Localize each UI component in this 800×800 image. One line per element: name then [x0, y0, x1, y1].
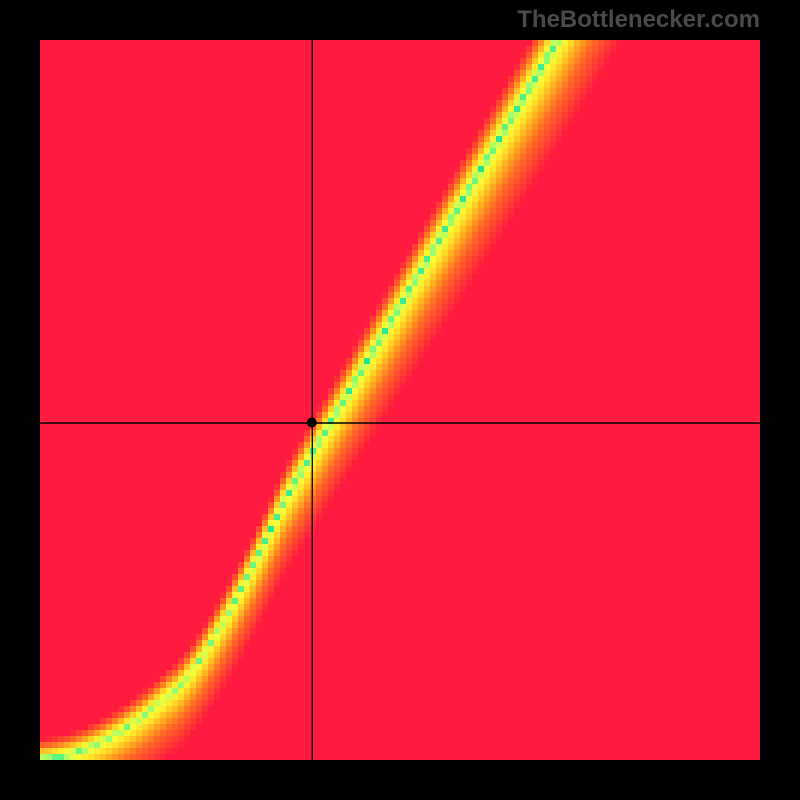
bottleneck-heatmap	[40, 40, 760, 760]
chart-frame	[40, 40, 760, 760]
watermark-text: TheBottlenecker.com	[517, 6, 760, 34]
